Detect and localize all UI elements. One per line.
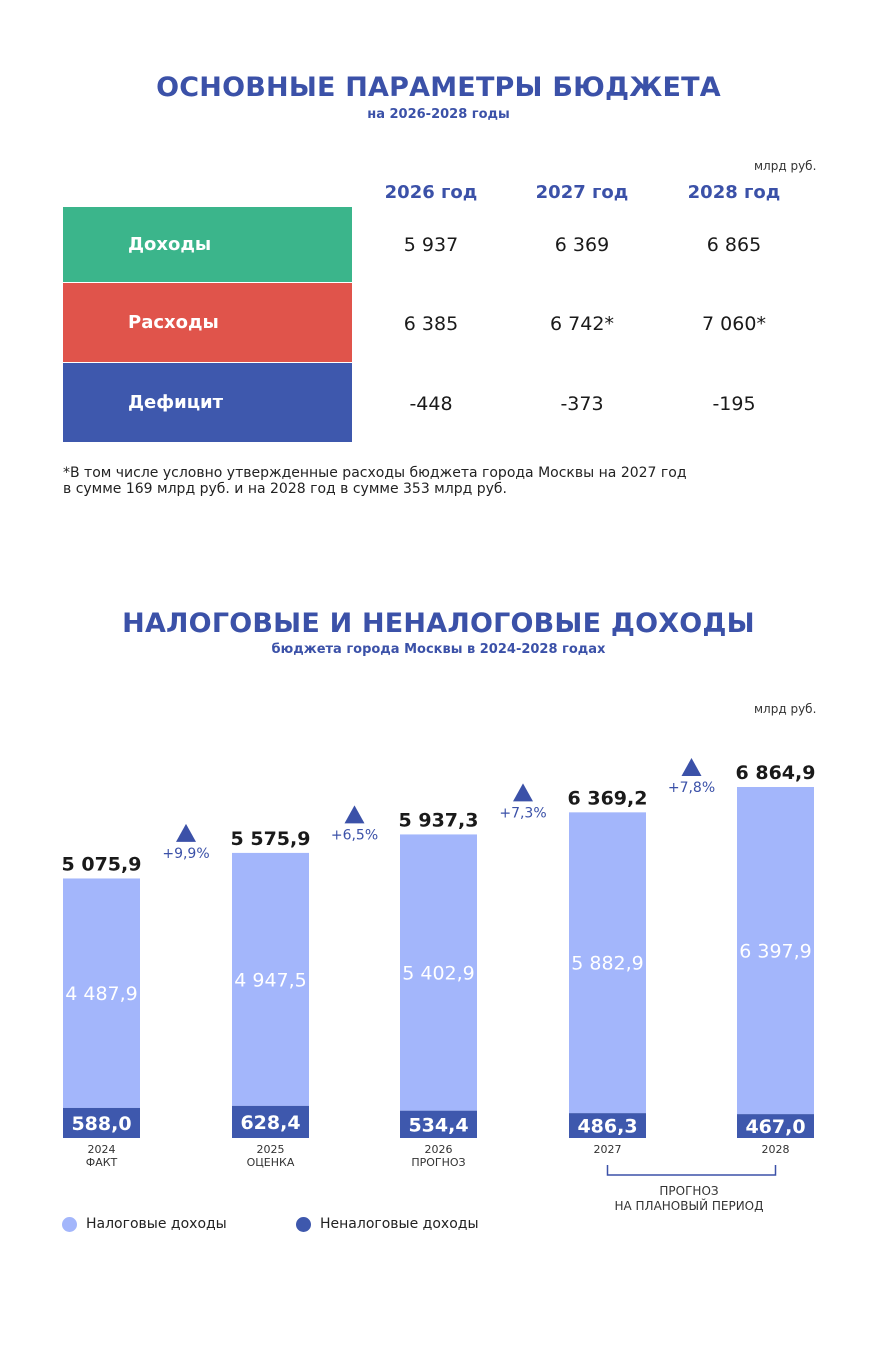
growth-label-2: +6,5% bbox=[331, 827, 378, 843]
label-tax-2026: 5 402,9 bbox=[402, 963, 475, 985]
label-nontax-2025: 628,4 bbox=[240, 1112, 300, 1134]
label-total-2027: 6 369,2 bbox=[568, 787, 648, 809]
label-nontax-2024: 588,0 bbox=[71, 1113, 131, 1135]
label-tax-2028: 6 397,9 bbox=[739, 941, 812, 963]
bar-nontax-2025 bbox=[232, 1105, 309, 1138]
x-note-2026: ПРОГНОЗ bbox=[411, 1156, 465, 1169]
growth-arrow-2 bbox=[344, 805, 365, 824]
legend-tax-swatch bbox=[62, 1217, 77, 1232]
row-label-income-text: Доходы bbox=[128, 234, 212, 255]
x-note-2024: ФАКТ bbox=[86, 1156, 118, 1169]
income-2026: 5 937 bbox=[403, 234, 459, 256]
x-tick-2025: 2025 bbox=[257, 1143, 285, 1156]
label-tax-2025: 4 947,5 bbox=[234, 969, 307, 991]
budget-subtitle: на 2026-2028 годы bbox=[367, 107, 510, 122]
footnote-line-2: в сумме 169 млрд руб. и на 2028 год в су… bbox=[63, 481, 507, 497]
legend-nontax-swatch bbox=[296, 1217, 311, 1232]
label-nontax-2026: 534,4 bbox=[408, 1114, 468, 1136]
revenue-subtitle: бюджета города Москвы в 2024-2028 годах bbox=[271, 642, 606, 657]
bracket-label-line-2: НА ПЛАНОВЫЙ ПЕРИОД bbox=[614, 1199, 764, 1213]
budget-title: ОСНОВНЫЕ ПАРАМЕТРЫ БЮДЖЕТА bbox=[156, 72, 721, 103]
growth-label-1: +9,9% bbox=[162, 846, 209, 862]
legend-nontax-label: Неналоговые доходы bbox=[320, 1216, 479, 1232]
bar-tax-2028 bbox=[737, 787, 814, 1115]
expenses-2028: 7 060* bbox=[702, 313, 766, 335]
row-label-expenses: Расходы bbox=[63, 283, 352, 362]
bar-tax-2024 bbox=[63, 878, 140, 1108]
year-header-2027: 2027 год bbox=[535, 182, 629, 203]
label-nontax-2027: 486,3 bbox=[577, 1116, 637, 1138]
bar-tax-2027 bbox=[569, 812, 646, 1114]
growth-label-3: +7,3% bbox=[499, 805, 546, 821]
label-total-2025: 5 575,9 bbox=[231, 828, 311, 850]
row-label-deficit: Дефицит bbox=[63, 363, 352, 442]
forecast-bracket bbox=[606, 1165, 777, 1176]
forecast-bracket-label: ПРОГНОЗ НА ПЛАНОВЫЙ ПЕРИОД bbox=[589, 1184, 789, 1214]
label-total-2024: 5 075,9 bbox=[62, 853, 142, 875]
label-tax-2024: 4 487,9 bbox=[65, 983, 138, 1005]
bar-tax-2025 bbox=[232, 852, 309, 1106]
bar-tax-2026 bbox=[400, 834, 477, 1111]
income-2027: 6 369 bbox=[554, 234, 610, 256]
budget-footnote: *В том числе условно утвержденные расход… bbox=[63, 465, 763, 497]
growth-arrow-1 bbox=[176, 823, 196, 842]
label-tax-2027: 5 882,9 bbox=[571, 953, 644, 975]
deficit-2027: -373 bbox=[560, 393, 604, 415]
income-2028: 6 865 bbox=[706, 234, 762, 256]
footnote-line-1: *В том числе условно утвержденные расход… bbox=[63, 465, 687, 481]
bar-nontax-2027 bbox=[569, 1113, 646, 1138]
row-label-deficit-text: Дефицит bbox=[128, 392, 224, 413]
revenue-title: НАЛОГОВЫЕ И НЕНАЛОГОВЫЕ ДОХОДЫ bbox=[122, 608, 755, 639]
label-nontax-2028: 467,0 bbox=[745, 1116, 805, 1138]
year-header-2028: 2028 год bbox=[687, 182, 781, 203]
x-tick-2028: 2028 bbox=[762, 1143, 790, 1156]
expenses-2026: 6 385 bbox=[403, 313, 459, 335]
row-label-income: Доходы bbox=[63, 207, 352, 282]
expenses-2027: 6 742* bbox=[550, 313, 614, 335]
revenue-unit: млрд руб. bbox=[754, 702, 817, 716]
deficit-2028: -195 bbox=[712, 393, 756, 415]
row-label-expenses-text: Расходы bbox=[128, 312, 219, 333]
budget-unit: млрд руб. bbox=[754, 159, 817, 173]
bracket-label-line-1: ПРОГНОЗ bbox=[659, 1184, 719, 1198]
x-tick-2024: 2024 bbox=[88, 1143, 116, 1156]
bar-nontax-2024 bbox=[63, 1107, 140, 1138]
legend-tax-label: Налоговые доходы bbox=[86, 1216, 227, 1232]
x-tick-2026: 2026 bbox=[425, 1143, 453, 1156]
label-total-2026: 5 937,3 bbox=[399, 809, 479, 831]
year-header-2026: 2026 год bbox=[384, 182, 478, 203]
bar-nontax-2026 bbox=[400, 1110, 477, 1138]
growth-label-4: +7,8% bbox=[668, 780, 715, 796]
label-total-2028: 6 864,9 bbox=[736, 762, 816, 784]
deficit-2026: -448 bbox=[409, 393, 453, 415]
growth-arrow-4 bbox=[681, 758, 702, 776]
bar-nontax-2028 bbox=[737, 1114, 814, 1138]
x-tick-2027: 2027 bbox=[594, 1143, 622, 1156]
growth-arrow-3 bbox=[513, 783, 533, 802]
x-note-2025: ОЦЕНКА bbox=[247, 1156, 295, 1169]
